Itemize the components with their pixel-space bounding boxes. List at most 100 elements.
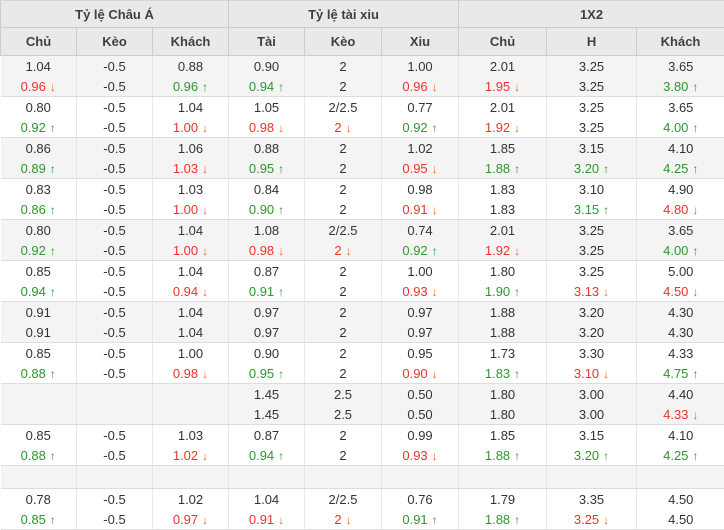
odds-row: 1.45 2.5 0.50 1.80 3.00 4.40: [0, 383, 724, 404]
odds-cell: 2: [304, 199, 383, 220]
odds-cell: 1.45: [228, 383, 306, 404]
odds-cell: 1.88 ↑: [458, 445, 548, 466]
odds-value: 0.80: [25, 222, 51, 238]
trend-down-icon: ↓: [49, 79, 56, 94]
odds-cell: 1.00 ↓: [151, 199, 230, 220]
odds-value: 1.00: [172, 242, 199, 258]
odds-value: 0.74: [407, 222, 433, 238]
odds-value: 3.25: [578, 263, 605, 279]
trend-down-icon: ↓: [278, 243, 285, 258]
odds-row: 0.89 ↑ -0.5 1.03 ↓ 0.95 ↑ 2 0.95 ↓ 1.88 ↑ 3.20 ↑ 4.25 ↑: [0, 158, 724, 179]
odds-value: 0.90: [253, 58, 280, 74]
odds-value: -0.5: [103, 58, 126, 74]
trend-up-icon: ↑: [49, 512, 56, 527]
odds-value: 0.96: [172, 78, 199, 94]
odds-cell: 4.10: [636, 424, 724, 445]
odds-value: 2: [334, 511, 342, 527]
odds-cell: 3.10 ↓: [546, 363, 638, 384]
odds-cell: [0, 383, 77, 404]
odds-value: 4.75: [663, 365, 689, 381]
odds-value: 3.00: [578, 386, 605, 402]
odds-cell: [151, 465, 230, 489]
odds-cell: 0.86 ↑: [0, 199, 77, 220]
col-header-ou-line: Kèo: [304, 27, 383, 56]
odds-cell: 4.80 ↓: [636, 199, 724, 220]
odds-cell: 3.13 ↓: [546, 281, 638, 302]
odds-cell: 1.80: [458, 383, 548, 404]
odds-value: 4.30: [668, 304, 694, 320]
odds-cell: -0.5: [76, 322, 153, 343]
odds-value: 0.95: [248, 160, 275, 176]
odds-value: 4.50: [668, 511, 694, 527]
odds-cell: 4.00 ↑: [636, 240, 724, 261]
odds-value: 3.25: [578, 58, 605, 74]
odds-cell: 0.78: [0, 488, 77, 509]
trend-up-icon: ↑: [278, 284, 285, 299]
odds-row: 1.04 -0.5 0.88 0.90 2 1.00 2.01 3.25 3.65: [0, 55, 724, 76]
odds-value: 1.92: [484, 242, 511, 258]
odds-value: -0.5: [103, 181, 126, 197]
odds-value: 1.04: [177, 222, 204, 238]
odds-cell: 0.96 ↓: [0, 76, 77, 97]
trend-down-icon: ↓: [514, 120, 521, 135]
odds-cell: [228, 465, 306, 489]
trend-down-icon: ↓: [202, 284, 209, 299]
odds-row: 0.80 -0.5 1.04 1.08 2/2.5 0.74 2.01 3.25 3.65: [0, 219, 724, 240]
odds-cell: 3.65: [636, 55, 724, 76]
odds-value: 2: [339, 365, 347, 381]
odds-cell: 2 ↓: [304, 240, 383, 261]
odds-cell: -0.5: [76, 445, 153, 466]
odds-cell: -0.5: [76, 509, 153, 530]
odds-cell: 0.85 ↑: [0, 509, 77, 530]
trend-up-icon: ↑: [431, 512, 438, 527]
odds-cell: 4.25 ↑: [636, 445, 724, 466]
odds-cell: 0.91 ↓: [381, 199, 460, 220]
odds-value: 3.15: [578, 427, 605, 443]
odds-value: 2: [339, 427, 347, 443]
odds-cell: 2.01: [458, 55, 548, 76]
odds-cell: 0.88 ↑: [0, 445, 77, 466]
odds-cell: [381, 465, 460, 489]
odds-value: 1.85: [489, 140, 516, 156]
trend-down-icon: ↓: [603, 512, 610, 527]
trend-up-icon: ↑: [278, 79, 285, 94]
odds-value: -0.5: [103, 78, 126, 94]
odds-value: 2: [339, 160, 347, 176]
odds-value: 2: [339, 58, 347, 74]
odds-cell: 0.87: [228, 424, 306, 445]
odds-cell: 2: [304, 281, 383, 302]
odds-cell: 0.87: [228, 260, 306, 281]
odds-cell: 0.91 ↓: [228, 509, 306, 530]
odds-value: 0.83: [25, 181, 51, 197]
odds-value: 3.30: [578, 345, 605, 361]
odds-value: 2: [339, 263, 347, 279]
odds-value: 0.98: [172, 365, 199, 381]
trend-down-icon: ↓: [202, 120, 209, 135]
odds-cell: -0.5: [76, 260, 153, 281]
trend-up-icon: ↑: [603, 448, 610, 463]
odds-value: 3.65: [668, 58, 694, 74]
trend-down-icon: ↓: [202, 161, 209, 176]
odds-cell: 4.25 ↑: [636, 158, 724, 179]
odds-value: 1.02: [407, 140, 433, 156]
odds-value: 2.01: [489, 222, 516, 238]
odds-value: 3.15: [573, 201, 600, 217]
odds-value: -0.5: [103, 99, 126, 115]
odds-value: 2: [339, 78, 347, 94]
odds-cell: 1.04: [151, 260, 230, 281]
odds-cell: 1.85: [458, 137, 548, 158]
odds-cell: 3.20 ↑: [546, 445, 638, 466]
odds-cell: 0.95: [381, 342, 460, 363]
trend-down-icon: ↓: [345, 512, 352, 527]
trend-down-icon: ↓: [202, 512, 209, 527]
odds-value: 4.25: [663, 160, 689, 176]
trend-down-icon: ↓: [431, 366, 438, 381]
trend-down-icon: ↓: [345, 120, 352, 135]
odds-cell: 0.94 ↑: [228, 445, 306, 466]
odds-cell: 3.35: [546, 488, 638, 509]
col-header-1x2-draw: H: [546, 27, 638, 56]
trend-down-icon: ↓: [603, 284, 610, 299]
odds-cell: 0.97: [228, 322, 306, 343]
group-header-row: Tỷ lệ Châu Á Tỷ lệ tài xiu 1X2: [0, 0, 724, 28]
